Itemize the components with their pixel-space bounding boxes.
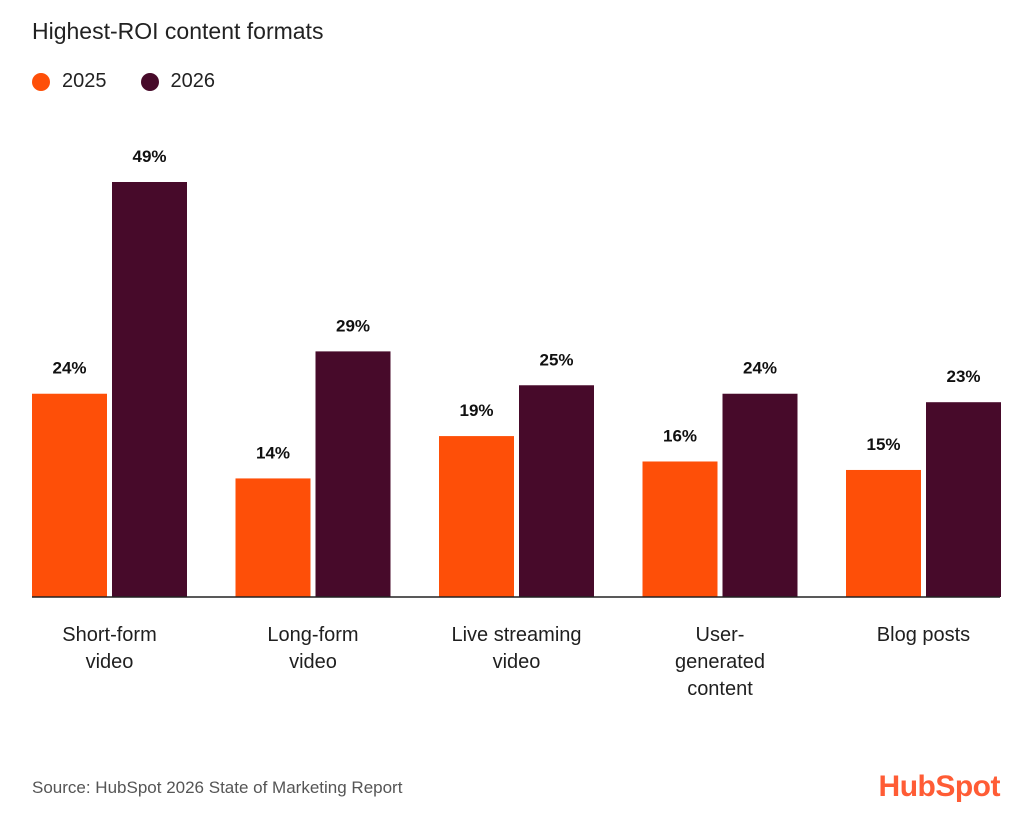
legend-swatch-2026 (140, 72, 159, 91)
category-label-3: User-generated content (675, 624, 765, 700)
bar-chart: 24% 49% Short-form video 14% 29% Long-form vide… (32, 147, 1001, 700)
data-label-2026-1: 29% (336, 316, 370, 335)
bar-2025-4 (846, 469, 921, 597)
bar-2026-4 (926, 402, 1001, 597)
chart-title: Highest-ROI content formats (32, 18, 324, 44)
legend-label-2025: 2025 (62, 70, 107, 92)
legend-item-2025: 2025 (32, 70, 107, 93)
data-label-2025-0: 24% (52, 359, 86, 378)
data-label-2025-4: 15% (866, 435, 900, 454)
bar-2025-2 (439, 436, 514, 597)
source-note: Source: HubSpot 2026 State of Marketing … (32, 778, 403, 797)
legend-item-2026: 2026 (140, 70, 216, 93)
category-label-4: Blog posts (877, 624, 970, 646)
category-label-0: Short-form video (62, 624, 156, 673)
data-label-2025-2: 19% (459, 401, 493, 420)
legend: 2025 2026 (32, 70, 215, 93)
hubspot-logo: HubSpot (878, 770, 1001, 803)
bar-2026-3 (722, 393, 798, 597)
bar-2025-3 (642, 461, 718, 597)
bar-2026-1 (315, 351, 391, 597)
bar-2025-1 (235, 478, 311, 597)
category-label-2: Live streaming video (451, 624, 581, 673)
data-label-2026-4: 23% (946, 367, 980, 386)
data-label-2025-1: 14% (256, 443, 290, 462)
data-label-2026-3: 24% (743, 359, 777, 378)
category-label-1: Long-form video (267, 624, 358, 673)
bar-2025-0 (32, 393, 107, 597)
data-label-2026-2: 25% (539, 350, 573, 369)
bar-2026-2 (519, 385, 594, 597)
data-label-2025-3: 16% (663, 426, 697, 445)
legend-swatch-2025 (32, 72, 50, 91)
bar-2026-0 (112, 182, 187, 597)
legend-label-2026: 2026 (170, 70, 216, 92)
data-label-2026-0: 49% (132, 147, 166, 166)
